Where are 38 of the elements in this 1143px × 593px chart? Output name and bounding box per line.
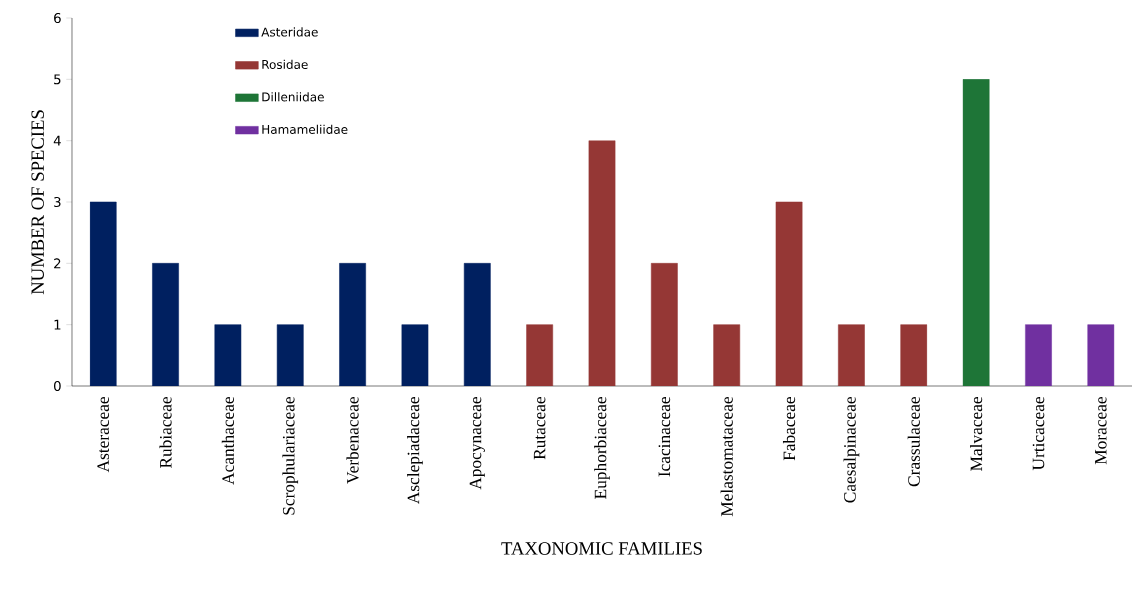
bar	[89, 201, 117, 386]
x-axis-title: TAXONOMIC FAMILIES	[501, 542, 702, 555]
y-tick-label: 6	[54, 12, 61, 24]
bar	[276, 324, 304, 386]
x-tick-label: Malvaceae	[970, 397, 983, 471]
y-tick-label: 5	[54, 74, 61, 85]
x-tick-label: Asclepiadaceae	[407, 396, 423, 505]
x-tick-label: Asteraceae	[97, 397, 109, 473]
legend-label: Rosidae	[262, 59, 308, 70]
y-tick-label: 3	[54, 196, 61, 208]
bar	[962, 79, 990, 386]
legend-label: Dilleniidae	[262, 92, 324, 102]
bar	[152, 263, 179, 386]
bar	[214, 324, 242, 386]
x-tick-label: Euphorbiaceae	[594, 397, 610, 499]
y-axis-title: NUMBER OF SPECIES	[31, 110, 44, 295]
y-tick-label: 1	[54, 319, 61, 330]
legend-label: Asteridae	[261, 27, 318, 37]
x-tick-label: Rubiaceae	[159, 397, 172, 469]
y-tick-label: 4	[53, 135, 61, 146]
x-tick-label: Urticaceae	[1032, 397, 1045, 471]
x-tick-label: Moraceae	[1095, 397, 1107, 465]
x-tick-label: Rutaceae	[533, 397, 546, 460]
y-tick-label: 0	[53, 380, 61, 392]
x-tick-label: Icacinaceae	[658, 396, 671, 477]
x-tick-label: Crassulaceae	[907, 397, 920, 487]
x-tick-label: Scrophulariaceae	[282, 396, 299, 515]
x-tick-label: Melastomataceae	[720, 396, 733, 517]
legend-label: Hamameliidae	[262, 124, 348, 134]
x-tick-label: Acanthaceae	[221, 396, 234, 485]
x-tick-label: Verbenaceae	[346, 396, 359, 484]
bar	[463, 263, 491, 386]
y-tick-label: 2	[54, 258, 61, 269]
x-tick-label: Caesalpinaceae	[843, 396, 860, 503]
x-tick-label: Apocynaceae	[469, 397, 485, 490]
x-tick-label: Fabaceae	[782, 397, 796, 461]
bar	[339, 263, 366, 386]
bar	[401, 324, 429, 386]
